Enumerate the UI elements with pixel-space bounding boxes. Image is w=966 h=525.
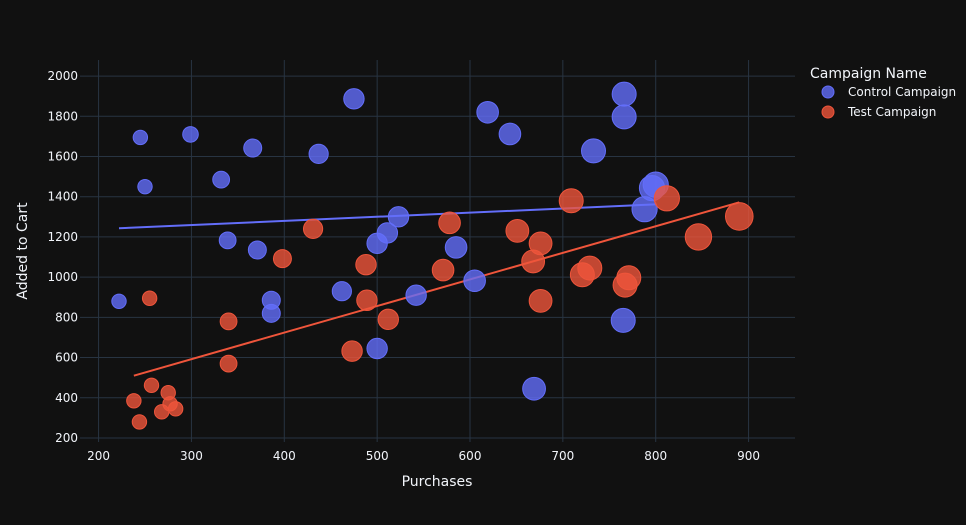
data-point-control[interactable] <box>387 206 410 228</box>
data-point-test[interactable] <box>377 308 399 331</box>
x-tick-label: 600 <box>459 449 482 463</box>
data-point-control[interactable] <box>247 240 267 260</box>
data-point-test[interactable] <box>131 414 148 430</box>
data-point-control[interactable] <box>463 269 486 293</box>
y-tick-label: 1600 <box>47 150 78 164</box>
data-point-test[interactable] <box>141 290 158 306</box>
data-point-test[interactable] <box>528 231 553 256</box>
y-tick-label: 1000 <box>47 270 78 284</box>
y-axis-ticks: 200 400 600 800 1000 1200 1400 1600 1800 2000 <box>47 69 78 445</box>
y-tick-label: 1200 <box>47 230 78 244</box>
x-axis-ticks: 200 300 400 500 600 700 800 900 <box>87 449 760 463</box>
data-point-test[interactable] <box>356 289 378 311</box>
data-point-test[interactable] <box>438 211 461 235</box>
y-tick-label: 600 <box>55 351 78 365</box>
data-point-control[interactable] <box>376 222 399 244</box>
legend-marker-test <box>821 105 835 119</box>
x-axis-title: Purchases <box>402 474 473 490</box>
x-tick-label: 800 <box>644 449 667 463</box>
data-point-control[interactable] <box>444 236 468 259</box>
data-point-test[interactable] <box>219 354 238 373</box>
data-point-test[interactable] <box>505 218 530 243</box>
legend[interactable]: Campaign Name Control Campaign Test Camp… <box>810 66 956 119</box>
data-point-control[interactable] <box>111 293 127 309</box>
legend-marker-control <box>821 85 835 99</box>
x-tick-label: 400 <box>273 449 296 463</box>
data-point-control[interactable] <box>132 129 149 146</box>
y-tick-label: 1800 <box>47 109 78 123</box>
trendlines <box>118 201 740 377</box>
data-point-test[interactable] <box>219 312 238 331</box>
data-point-test[interactable] <box>167 401 184 417</box>
data-point-control[interactable] <box>611 104 637 130</box>
x-tick-label: 500 <box>366 449 389 463</box>
data-point-test[interactable] <box>558 188 584 214</box>
legend-item-test[interactable]: Test Campaign <box>821 105 936 119</box>
data-point-control[interactable] <box>137 178 153 195</box>
data-point-control[interactable] <box>476 100 499 124</box>
data-point-test[interactable] <box>653 185 680 212</box>
data-point-control[interactable] <box>366 337 388 360</box>
trendline-test <box>133 201 740 377</box>
data-point-control[interactable] <box>331 281 352 302</box>
data-point-control[interactable] <box>405 284 427 306</box>
data-point-control[interactable] <box>212 170 231 189</box>
data-point-test[interactable] <box>341 340 363 362</box>
y-tick-label: 200 <box>55 431 78 445</box>
y-tick-label: 2000 <box>47 69 78 83</box>
data-point-test[interactable] <box>126 393 142 409</box>
data-point-control[interactable] <box>182 126 199 143</box>
x-tick-label: 900 <box>737 449 760 463</box>
legend-label-control: Control Campaign <box>848 85 956 99</box>
y-tick-label: 400 <box>55 391 78 405</box>
data-point-control[interactable] <box>498 122 522 146</box>
legend-item-control[interactable]: Control Campaign <box>821 85 956 99</box>
x-tick-label: 300 <box>180 449 203 463</box>
legend-label-test: Test Campaign <box>847 105 936 119</box>
data-point-control[interactable] <box>218 231 237 250</box>
x-tick-label: 700 <box>551 449 574 463</box>
data-point-test[interactable] <box>272 249 292 269</box>
data-point-control[interactable] <box>261 290 281 310</box>
data-point-control[interactable] <box>343 88 365 110</box>
data-point-control[interactable] <box>308 143 329 164</box>
data-point-test[interactable] <box>577 255 603 281</box>
y-tick-label: 1400 <box>47 190 78 204</box>
y-tick-label: 800 <box>55 310 78 324</box>
data-point-control[interactable] <box>610 307 636 333</box>
data-point-test[interactable] <box>355 253 377 276</box>
y-axis-title: Added to Cart <box>15 202 31 300</box>
data-point-test[interactable] <box>528 288 553 313</box>
data-point-control[interactable] <box>611 81 637 107</box>
data-point-control[interactable] <box>581 138 606 164</box>
data-point-test[interactable] <box>143 377 160 394</box>
data-point-test[interactable] <box>302 218 324 239</box>
data-point-control[interactable] <box>522 376 546 401</box>
data-point-test[interactable] <box>724 202 754 231</box>
data-point-test[interactable] <box>431 258 455 282</box>
data-point-test[interactable] <box>616 265 642 291</box>
x-tick-label: 200 <box>87 449 110 463</box>
chart-grid <box>80 60 795 442</box>
data-point-control[interactable] <box>243 138 263 158</box>
data-points <box>111 81 754 430</box>
data-point-test[interactable] <box>684 223 713 251</box>
legend-title: Campaign Name <box>810 66 927 82</box>
